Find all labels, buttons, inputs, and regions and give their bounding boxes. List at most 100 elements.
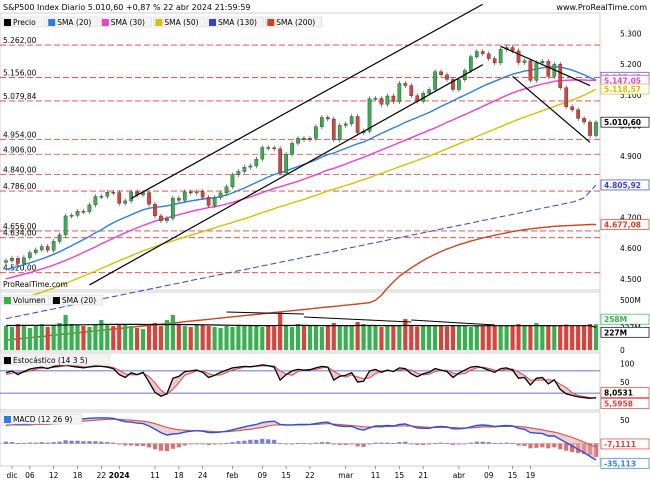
volume-bar: [295, 324, 301, 350]
volume-bar: [462, 325, 467, 350]
volume-bar: [230, 327, 235, 350]
x-tick-label: 24: [198, 471, 208, 480]
macd-histogram-bar: [21, 443, 26, 444]
volume-bar: [135, 328, 140, 350]
volume-bar: [39, 324, 44, 350]
legend-label: SMA (20): [57, 18, 91, 27]
last-value-box: [600, 179, 650, 191]
support-resistance-label: 4.656,00: [3, 222, 37, 231]
volume-bar: [468, 327, 473, 350]
volume-bar: [373, 325, 378, 350]
last-value-box: [600, 387, 650, 398]
macd-histogram-bar: [403, 441, 408, 444]
legend-label: SMA (130): [218, 18, 257, 27]
x-tick-label: 12: [49, 471, 59, 480]
x-tick-label: 11: [371, 471, 381, 480]
candle-body: [391, 95, 396, 102]
macd-histogram-bar: [528, 443, 533, 449]
candle-body: [10, 258, 14, 261]
x-tick-label: 09: [257, 471, 267, 480]
candle-body: [75, 211, 80, 216]
macd-histogram-bar: [307, 443, 313, 445]
candle-body: [45, 246, 50, 251]
macd-histogram-bar: [146, 443, 152, 448]
legend-item: [50, 294, 103, 306]
candle-body: [296, 138, 300, 144]
volume-bar: [152, 323, 158, 350]
chart-title: S&P500 Index Diario 5.010,60 +0,87 % 22 …: [3, 3, 251, 12]
x-tick-label: 2024: [109, 471, 130, 480]
macd-histogram-bar: [486, 442, 491, 444]
macd-histogram-bar: [15, 443, 21, 444]
macd-panel: [0, 411, 601, 467]
macd-histogram-bar: [176, 443, 181, 448]
volume-bar: [325, 325, 330, 350]
candle-body: [486, 53, 491, 59]
price-layer: 5.3005.2005.1005.0004.9004.8004.7004.600…: [0, 3, 650, 341]
volume-bar: [260, 327, 265, 350]
macd-histogram-bar: [450, 443, 456, 445]
macd-histogram-bar: [468, 442, 473, 444]
x-tick-label: 21: [418, 471, 428, 480]
candle-body: [171, 197, 175, 219]
volume-bar: [200, 325, 205, 350]
macd-histogram-bar: [158, 443, 164, 451]
macd-histogram-bar: [105, 442, 110, 444]
volume-bar: [254, 325, 259, 350]
candle-body: [498, 49, 503, 64]
candle-body: [367, 98, 372, 132]
last-value-label: 5.010,60: [604, 118, 641, 127]
x-tick-label: 18: [174, 471, 184, 480]
last-value-box: [600, 438, 650, 450]
candle-body: [290, 143, 294, 155]
candle-body: [69, 215, 74, 217]
candle-body: [474, 51, 479, 57]
volume-bar: [504, 325, 509, 350]
macd-histogram-bar: [427, 443, 432, 445]
volume-bar: [236, 325, 241, 350]
macd-histogram-bar: [9, 442, 15, 444]
macd-histogram-bar: [295, 443, 301, 444]
macd-histogram-bar: [248, 439, 253, 444]
x-tick-label: 11: [150, 471, 160, 480]
volume-bar: [57, 323, 62, 350]
x-tick-label: 18: [73, 471, 83, 480]
macd-histogram-bar: [492, 443, 497, 444]
macd-histogram-bar: [349, 443, 354, 445]
volume-bar: [498, 325, 503, 350]
sma30-line: [5, 79, 596, 280]
volume-bar: [587, 324, 593, 350]
volume-bar: [111, 326, 116, 350]
volume-bar: [516, 324, 521, 350]
macd-histogram-bar: [260, 438, 265, 444]
macd-histogram-bar: [510, 443, 515, 444]
volume-bar: [558, 325, 563, 350]
macd-histogram-bar: [69, 440, 74, 444]
legend-swatch-icon: [267, 19, 275, 26]
macd-histogram-bar: [87, 441, 92, 444]
candle-body: [165, 218, 169, 222]
legend-swatch-icon: [52, 297, 60, 304]
macd-histogram-bar: [63, 440, 68, 444]
last-value-label: 258M: [604, 315, 627, 324]
candle-body: [212, 197, 217, 206]
candle-body: [200, 191, 205, 198]
macd-histogram-bar: [462, 443, 467, 445]
candle-body: [546, 61, 551, 77]
macd-histogram-bar: [444, 443, 450, 444]
macd-histogram-bar: [3, 441, 9, 444]
macd-histogram-bar: [564, 443, 569, 451]
sma20-line: [5, 65, 597, 271]
candle-body: [445, 74, 449, 80]
legend-label: MACD (12 26 9): [13, 415, 72, 424]
volume-bar: [480, 326, 485, 350]
macd-histogram-bar: [135, 443, 140, 446]
macd-histogram-bar: [498, 443, 503, 444]
volume-bar: [361, 324, 366, 350]
volume-bar: [206, 326, 211, 350]
macd-histogram-bar: [206, 443, 211, 445]
x-tick-label: feb: [226, 471, 238, 480]
legend-label: SMA (20): [62, 296, 96, 305]
x-tick-label: 19: [526, 471, 536, 480]
legend-label: SMA (30): [111, 18, 145, 27]
